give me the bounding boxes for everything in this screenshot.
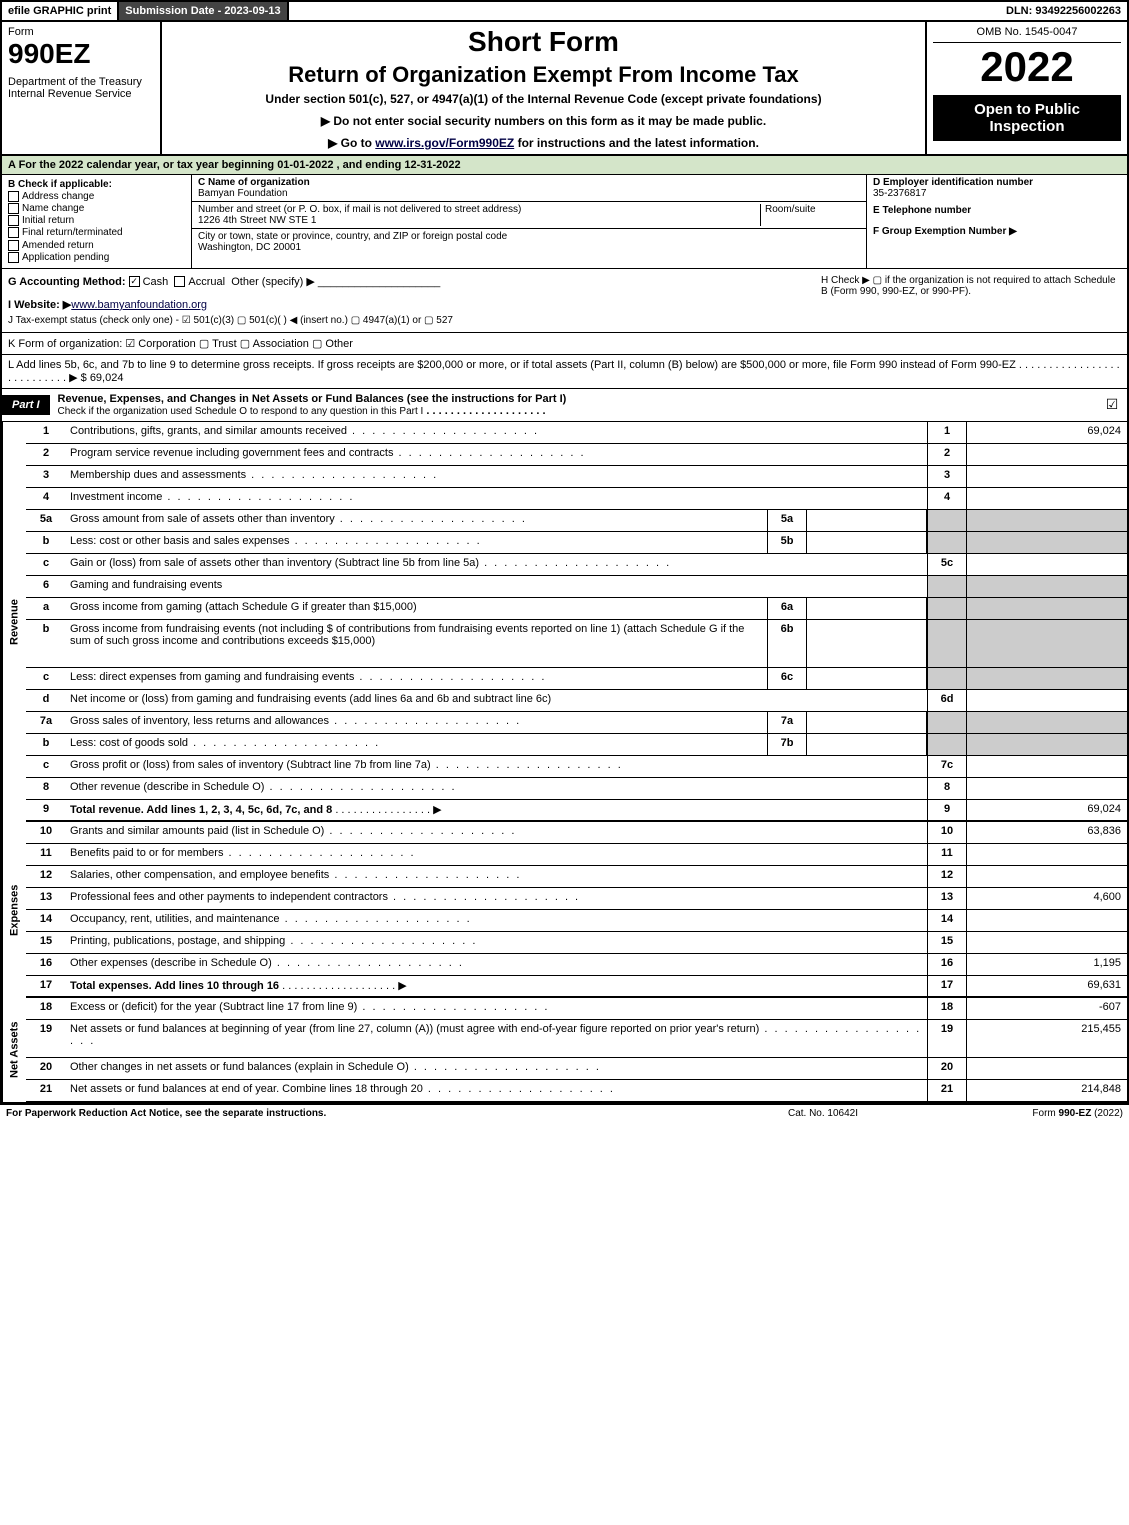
e-label: E Telephone number <box>873 205 1121 216</box>
part-i-check[interactable]: ☑ <box>1097 396 1127 413</box>
city-label: City or town, state or province, country… <box>198 231 507 242</box>
f-label: F Group Exemption Number ▶ <box>873 226 1121 237</box>
efile-label: efile GRAPHIC print <box>2 2 119 20</box>
expenses-grid: Expenses 10Grants and similar amounts pa… <box>0 822 1129 998</box>
col-b: B Check if applicable: Address change Na… <box>2 175 192 268</box>
city-block: City or town, state or province, country… <box>192 229 866 255</box>
header-middle: Short Form Return of Organization Exempt… <box>162 22 927 154</box>
short-form: Short Form <box>172 26 915 58</box>
row-j: J Tax-exempt status (check only one) - ☑… <box>8 315 821 326</box>
col-de: D Employer identification number 35-2376… <box>867 175 1127 268</box>
netassets-grid: Net Assets 18Excess or (deficit) for the… <box>0 998 1129 1104</box>
d-label: D Employer identification number <box>873 177 1121 188</box>
chk-accrual[interactable] <box>174 276 185 287</box>
form-number: 990EZ <box>8 38 154 70</box>
part-i-header: Part I Revenue, Expenses, and Changes in… <box>0 389 1129 422</box>
row-a: A For the 2022 calendar year, or tax yea… <box>0 156 1129 175</box>
side-expenses: Expenses <box>2 822 26 998</box>
note-ssn: ▶ Do not enter social security numbers o… <box>172 114 915 128</box>
h-box: H Check ▶ ▢ if the organization is not r… <box>821 275 1121 326</box>
dln: DLN: 93492256002263 <box>1000 2 1127 20</box>
addr-block: Number and street (or P. O. box, if mail… <box>192 202 866 229</box>
footer: For Paperwork Reduction Act Notice, see … <box>0 1104 1129 1122</box>
return-title: Return of Organization Exempt From Incom… <box>172 62 915 88</box>
part-i-tab: Part I <box>2 395 50 415</box>
chk-initial[interactable]: Initial return <box>8 215 185 226</box>
omb: OMB No. 1545-0047 <box>933 26 1121 43</box>
chk-pending[interactable]: Application pending <box>8 252 185 263</box>
city: Washington, DC 20001 <box>198 242 301 253</box>
footer-left: For Paperwork Reduction Act Notice, see … <box>6 1108 723 1119</box>
chk-amended[interactable]: Amended return <box>8 240 185 251</box>
org-name: Bamyan Foundation <box>198 188 288 199</box>
open-public: Open to Public Inspection <box>933 95 1121 141</box>
col-c: C Name of organization Bamyan Foundation… <box>192 175 867 268</box>
submission-date: Submission Date - 2023-09-13 <box>119 2 288 20</box>
footer-right: Form 990-EZ (2022) <box>923 1108 1123 1119</box>
b-label: B Check if applicable: <box>8 179 185 190</box>
ein: 35-2376817 <box>873 188 1121 199</box>
org-name-block: C Name of organization Bamyan Foundation <box>192 175 866 202</box>
row-i: I Website: ▶www.bamyanfoundation.org <box>8 298 821 311</box>
section-bcd: B Check if applicable: Address change Na… <box>0 175 1129 269</box>
dept: Department of the Treasury Internal Reve… <box>8 76 154 100</box>
header-right: OMB No. 1545-0047 2022 Open to Public In… <box>927 22 1127 154</box>
subtitle: Under section 501(c), 527, or 4947(a)(1)… <box>172 92 915 106</box>
revenue-grid: Revenue 1Contributions, gifts, grants, a… <box>0 422 1129 822</box>
website-link[interactable]: www.bamyanfoundation.org <box>71 299 207 311</box>
c-name-label: C Name of organization <box>198 177 310 188</box>
tax-year: 2022 <box>933 43 1121 91</box>
chk-name[interactable]: Name change <box>8 203 185 214</box>
addr: 1226 4th Street NW STE 1 <box>198 215 316 226</box>
side-revenue: Revenue <box>2 422 26 822</box>
room-label: Room/suite <box>760 204 860 226</box>
chk-final[interactable]: Final return/terminated <box>8 227 185 238</box>
g-left: G Accounting Method: ✓Cash Accrual Other… <box>8 275 821 326</box>
row-l: L Add lines 5b, 6c, and 7b to line 9 to … <box>0 355 1129 389</box>
row-k: K Form of organization: ☑ Corporation ▢ … <box>0 333 1129 355</box>
note-link: ▶ Go to www.irs.gov/Form990EZ for instru… <box>172 136 915 150</box>
addr-label: Number and street (or P. O. box, if mail… <box>198 204 521 215</box>
row-g-h: G Accounting Method: ✓Cash Accrual Other… <box>0 269 1129 333</box>
part-i-title: Revenue, Expenses, and Changes in Net As… <box>50 389 1097 421</box>
chk-address[interactable]: Address change <box>8 191 185 202</box>
g-label: G Accounting Method: <box>8 276 126 288</box>
side-netassets: Net Assets <box>2 998 26 1102</box>
top-bar: efile GRAPHIC print Submission Date - 20… <box>0 0 1129 22</box>
irs-link[interactable]: www.irs.gov/Form990EZ <box>375 136 514 150</box>
chk-cash[interactable]: ✓ <box>129 276 140 287</box>
footer-mid: Cat. No. 10642I <box>723 1108 923 1119</box>
header-left: Form 990EZ Department of the Treasury In… <box>2 22 162 154</box>
form-header: Form 990EZ Department of the Treasury In… <box>0 22 1129 156</box>
form-word: Form <box>8 26 154 38</box>
